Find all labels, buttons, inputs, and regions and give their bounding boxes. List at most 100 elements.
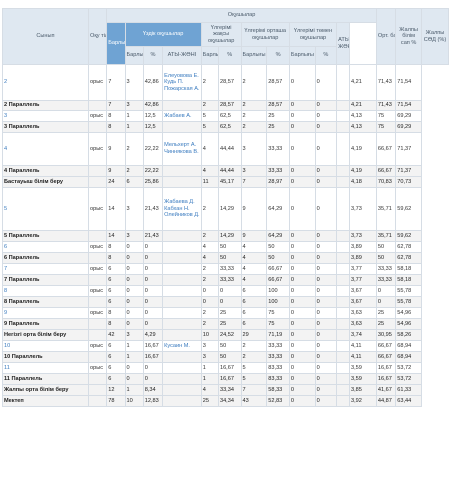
excellent-names-cell xyxy=(162,274,202,286)
good-count-cell: 1 xyxy=(200,373,219,385)
excellent-names-cell xyxy=(162,362,202,374)
quality-cell: 16,67 xyxy=(375,362,397,374)
low-names-cell xyxy=(336,132,351,166)
good-count-cell: 2 xyxy=(200,230,219,242)
total-cell: 9 xyxy=(106,165,126,177)
excellent-names-cell: Елеуовова Е. Кудь П. Пожарская А. xyxy=(162,64,202,101)
excellent-pct-cell: 0 xyxy=(142,241,164,253)
class-link[interactable]: 7 xyxy=(2,263,89,275)
sod-column-header[interactable]: Жалпы СӨД (%) xyxy=(421,8,449,65)
avg-score-cell: 3,74 xyxy=(349,329,377,341)
class-link[interactable]: 3 xyxy=(2,110,89,122)
low-total-header: Барлығы xyxy=(288,46,316,65)
low-names-cell xyxy=(336,329,351,341)
excellent-count-cell: 0 xyxy=(124,318,144,330)
avg-score-cell: 3,63 xyxy=(349,307,377,319)
school-performance-report: Сынып Оқу тілі Оқушылар Орт. балл Жалпы … xyxy=(2,8,449,407)
excellent-count-cell: 0 xyxy=(124,252,144,264)
summary-row: 5 Параллель 14 3 21,43 2 14,29 9 64,29 0 0 3,73 35,… xyxy=(2,230,449,242)
average-count-cell: 2 xyxy=(240,110,268,122)
low-names-header: АТЫ-ЖӨНІ xyxy=(336,22,351,65)
excellent-pct-cell: 12,83 xyxy=(142,395,164,407)
average-pct-cell: 64,29 xyxy=(266,230,290,242)
total-cell: 78 xyxy=(106,395,126,407)
class-link[interactable]: 5 xyxy=(2,187,89,231)
class-link[interactable]: 8 xyxy=(2,285,89,297)
average-count-cell: 6 xyxy=(240,285,268,297)
summary-label: Мектеп xyxy=(2,395,89,407)
class-link[interactable]: 4 xyxy=(2,132,89,166)
quality-cell: 66,67 xyxy=(375,132,397,166)
average-count-cell: 2 xyxy=(240,351,268,363)
quality-cell: 71,43 xyxy=(375,100,397,111)
average-pct-cell: 100 xyxy=(266,296,290,308)
average-pct-cell: 33,33 xyxy=(266,351,290,363)
good-pct-cell: 14,29 xyxy=(217,187,242,231)
low-names-cell xyxy=(336,121,351,133)
excellent-pct-header: % xyxy=(142,46,164,65)
total-cell: 8 xyxy=(106,318,126,330)
class-link[interactable]: 6 xyxy=(2,241,89,253)
low-pct-cell: 0 xyxy=(314,296,338,308)
summary-row: Мектеп 78 10 12,83 25 34,34 43 52,83 0 0 3,92 44,87… xyxy=(2,395,449,407)
low-count-cell: 0 xyxy=(288,384,316,396)
class-link[interactable]: 2 xyxy=(2,64,89,101)
good-pct-cell: 44,44 xyxy=(217,132,242,166)
good-count-cell: 2 xyxy=(200,187,219,231)
low-names-cell xyxy=(336,296,351,308)
avg-score-column-header[interactable]: Орт. балл xyxy=(375,8,397,65)
low-names-cell xyxy=(336,187,351,231)
summary-label: Жалпы орта білім беру xyxy=(2,384,89,396)
sod-cell: 71,54 xyxy=(395,100,423,111)
class-link[interactable]: 11 xyxy=(2,362,89,374)
avg-score-cell: 3,89 xyxy=(349,252,377,264)
excellent-pct-cell: 22,22 xyxy=(142,165,164,177)
low-pct-cell: 0 xyxy=(314,329,338,341)
excellent-count-cell: 1 xyxy=(124,384,144,396)
total-cell: 8 xyxy=(106,252,126,264)
low-names-cell xyxy=(336,64,351,101)
language-column-header[interactable]: Оқу тілі xyxy=(87,8,108,65)
quality-cell: 44,87 xyxy=(375,395,397,407)
quality-cell: 41,67 xyxy=(375,384,397,396)
good-count-cell: 4 xyxy=(200,165,219,177)
excellent-count-cell: 1 xyxy=(124,110,144,122)
avg-score-cell: 3,92 xyxy=(349,395,377,407)
low-pct-cell: 0 xyxy=(314,187,338,231)
excellent-pct-cell: 8,34 xyxy=(142,384,164,396)
average-pct-cell: 66,67 xyxy=(266,274,290,286)
summary-row: 3 Параллель 8 1 12,5 5 62,5 2 25 0 0 4,13 75 69,29 xyxy=(2,121,449,133)
low-count-cell: 0 xyxy=(288,132,316,166)
class-column-header[interactable]: Сынып xyxy=(2,8,89,65)
good-pct-cell: 16,67 xyxy=(217,362,242,374)
low-count-cell: 0 xyxy=(288,110,316,122)
low-names-cell xyxy=(336,263,351,275)
quality-cell: 30,95 xyxy=(375,329,397,341)
quality-column-header[interactable]: Жалпы білім сап % xyxy=(395,8,423,65)
avg-score-cell: 3,85 xyxy=(349,384,377,396)
language-cell xyxy=(87,230,108,242)
language-cell xyxy=(87,274,108,286)
class-row: 11 орыс 6 0 0 1 16,67 5 83,33 0 0 3,59 16,67 53,72 xyxy=(2,362,449,374)
low-pct-cell: 0 xyxy=(314,165,338,177)
sod-cell: 70,73 xyxy=(395,176,423,188)
quality-cell: 35,71 xyxy=(375,230,397,242)
low-names-cell xyxy=(336,340,351,352)
class-link[interactable]: 10 xyxy=(2,340,89,352)
quality-cell: 0 xyxy=(375,296,397,308)
sod-cell: 53,72 xyxy=(395,373,423,385)
excellent-pct-cell: 0 xyxy=(142,362,164,374)
language-cell: орыс xyxy=(87,340,108,352)
summary-label: 8 Параллель xyxy=(2,296,89,308)
excellent-pct-cell: 25,86 xyxy=(142,176,164,188)
low-pct-cell: 0 xyxy=(314,252,338,264)
avg-score-cell: 4,21 xyxy=(349,100,377,111)
total-cell: 8 xyxy=(106,241,126,253)
total-column-header[interactable]: Барлығы xyxy=(106,22,126,65)
excellent-names-cell xyxy=(162,121,202,133)
good-pct-cell: 16,67 xyxy=(217,373,242,385)
class-link[interactable]: 9 xyxy=(2,307,89,319)
low-pct-cell: 0 xyxy=(314,384,338,396)
average-count-cell: 7 xyxy=(240,176,268,188)
average-group-header: Үлгерімі орташа оқушылар xyxy=(240,22,290,47)
